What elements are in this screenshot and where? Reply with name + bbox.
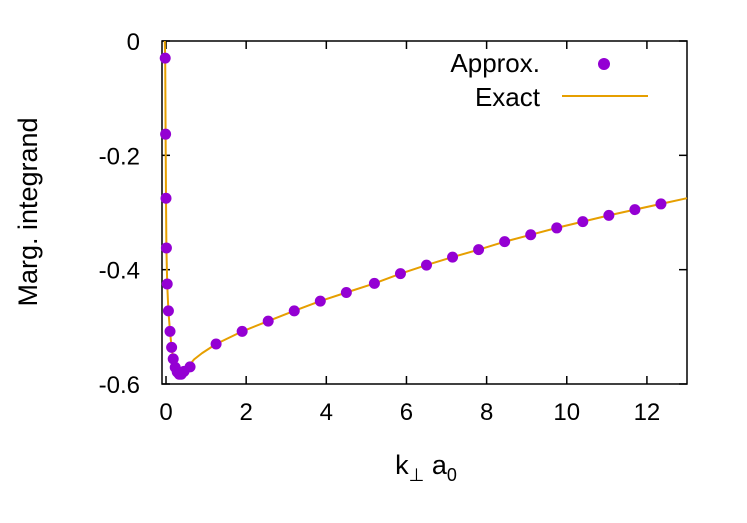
exact-line	[163, 40, 688, 376]
approx-point	[499, 236, 511, 248]
approx-point	[210, 338, 222, 350]
approx-point	[368, 277, 380, 289]
y-tick-label: -0.2	[99, 143, 140, 170]
x-tick-label: 12	[634, 399, 661, 426]
approx-point	[394, 268, 406, 280]
x-tick-label: 2	[239, 399, 252, 426]
approx-point	[288, 305, 300, 317]
approx-point	[340, 287, 352, 299]
x-tick-label: 0	[159, 399, 172, 426]
y-tick-label: -0.6	[99, 372, 140, 399]
approx-point	[162, 305, 174, 317]
approx-point	[161, 278, 173, 290]
legend: Approx. Exact	[450, 48, 648, 112]
approx-point	[314, 295, 326, 307]
x-tick-label: 8	[480, 399, 493, 426]
approx-point	[473, 244, 485, 256]
x-tick-label: 10	[553, 399, 580, 426]
y-tick-label: 0	[127, 29, 140, 56]
approx-point	[159, 52, 171, 64]
legend-marker-approx	[598, 58, 610, 70]
y-tick-label: -0.4	[99, 258, 140, 285]
approx-point	[447, 251, 459, 263]
approx-point	[166, 341, 178, 353]
approx-point	[236, 325, 248, 337]
series-exact	[163, 40, 688, 376]
x-axis-label: k⊥ a0	[395, 450, 457, 485]
tick-labels: 0 2 4 6 8 10 12 0 -0.2 -0.4 -0.6	[99, 29, 661, 426]
x-axis-label-mid: a	[424, 450, 448, 480]
approx-point	[167, 353, 179, 365]
approx-point	[551, 222, 563, 234]
approx-point	[160, 128, 172, 140]
x-tick-label: 6	[400, 399, 413, 426]
approx-point	[421, 259, 433, 271]
approx-point	[184, 361, 196, 373]
axis-ticks	[162, 40, 687, 385]
approx-point	[262, 315, 274, 327]
series-approx	[159, 52, 667, 380]
approx-point	[160, 192, 172, 204]
approx-point	[577, 216, 589, 228]
legend-label-approx: Approx.	[450, 48, 540, 78]
legend-label-exact: Exact	[475, 82, 541, 112]
x-axis-label-sub2: 0	[447, 465, 457, 485]
approx-point	[164, 325, 176, 337]
plot-frame	[161, 40, 688, 385]
approx-point	[160, 242, 172, 254]
x-axis-label-main: k	[395, 450, 409, 480]
x-axis-label-sub1: ⊥	[409, 465, 425, 485]
approx-point	[655, 198, 667, 210]
approx-point	[603, 209, 615, 221]
approx-point	[629, 204, 641, 216]
approx-point	[525, 229, 537, 241]
x-tick-label: 4	[320, 399, 333, 426]
y-axis-label: Marg. integrand	[13, 117, 43, 306]
